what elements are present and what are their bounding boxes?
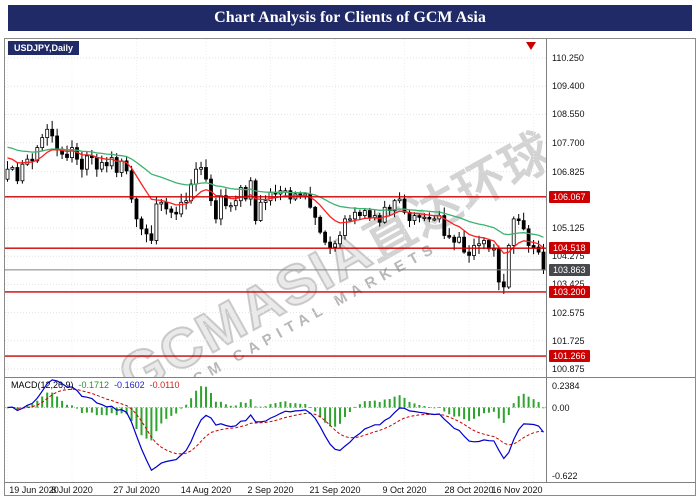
- price-axis-label: 108.550: [552, 109, 585, 120]
- price-axis-label: 101.725: [552, 335, 585, 346]
- macd-name: MACD(12,26,9): [11, 380, 74, 390]
- price-chart[interactable]: GCMASIA直达环球 GCM CAPITAL MARKETS USDJPY,D…: [5, 39, 546, 377]
- macd-axis-zero-label: 0.00: [552, 402, 570, 413]
- price-axis-label: 100.875: [552, 364, 585, 375]
- chart-shift-marker-icon[interactable]: [526, 42, 536, 50]
- date-axis-label: 27 Jul 2020: [113, 485, 160, 495]
- candlestick-plot[interactable]: [5, 39, 546, 377]
- page-title: Chart Analysis for Clients of GCM Asia: [214, 9, 486, 26]
- macd-value: -0.1602: [114, 380, 145, 390]
- chart-frame: GCMASIA直达环球 GCM CAPITAL MARKETS USDJPY,D…: [4, 38, 696, 496]
- panel-separator: [5, 482, 695, 483]
- macd-axis-min-label: -0.622: [552, 471, 578, 481]
- macd-plot: [5, 379, 546, 482]
- price-axis-label: 107.700: [552, 137, 585, 148]
- date-axis-label: 14 Aug 2020: [180, 485, 232, 495]
- panel-separator: [5, 377, 695, 378]
- macd-indicator-label: MACD(12,26,9) -0.1712 -0.1602 -0.0110: [11, 380, 184, 390]
- date-axis-label: 2 Sep 2020: [247, 485, 294, 495]
- price-axis-label: 102.575: [552, 307, 585, 318]
- macd-value: -0.0110: [149, 380, 180, 390]
- date-axis-label: 16 Nov 2020: [491, 485, 543, 495]
- sr-levels: [5, 196, 546, 357]
- date-axis-label: 21 Sep 2020: [309, 485, 361, 495]
- date-axis-label: 19 Jun 2020: [9, 485, 59, 495]
- current-price-badge: 103.863: [549, 263, 590, 276]
- price-axis-label: 104.275: [552, 251, 585, 262]
- symbol-timeframe-label: USDJPY,Daily: [8, 41, 80, 55]
- macd-panel[interactable]: [5, 379, 546, 482]
- price-level-badge: 104.518: [549, 242, 590, 255]
- header-banner: Chart Analysis for Clients of GCM Asia: [8, 5, 692, 31]
- price-level-badge: 103.200: [549, 285, 590, 298]
- price-axis-label: 110.250: [552, 53, 584, 63]
- date-axis[interactable]: 19 Jun 2020 8 Jul 2020 27 Jul 2020 14 Aug 2…: [5, 483, 546, 496]
- price-axis[interactable]: 110.250 109.400 108.550 107.700 106.825 105.1…: [546, 39, 695, 482]
- macd-value: -0.1712: [78, 380, 110, 390]
- date-axis-label: 28 Oct 2020: [444, 485, 494, 495]
- candles: [5, 120, 546, 294]
- price-level-badge: 101.266: [549, 350, 590, 363]
- price-level-badge: 106.067: [549, 190, 590, 203]
- macd-grid: [5, 379, 546, 482]
- price-axis-label: 109.400: [552, 81, 585, 92]
- price-axis-label: 105.125: [552, 223, 585, 234]
- date-axis-label: 8 Jul 2020: [51, 485, 93, 495]
- moving-average-line: [7, 149, 544, 255]
- price-axis-label: 103.425: [552, 279, 585, 290]
- moving-average-line: [7, 146, 544, 238]
- date-axis-label: 9 Oct 2020: [382, 485, 427, 495]
- macd-histogram: [6, 386, 545, 441]
- price-axis-label: 106.825: [552, 166, 585, 177]
- price-grid: [5, 39, 546, 377]
- macd-main-line: [7, 379, 544, 472]
- macd-axis-max-label: 0.2384: [552, 381, 580, 391]
- macd-signal-line: [7, 388, 544, 455]
